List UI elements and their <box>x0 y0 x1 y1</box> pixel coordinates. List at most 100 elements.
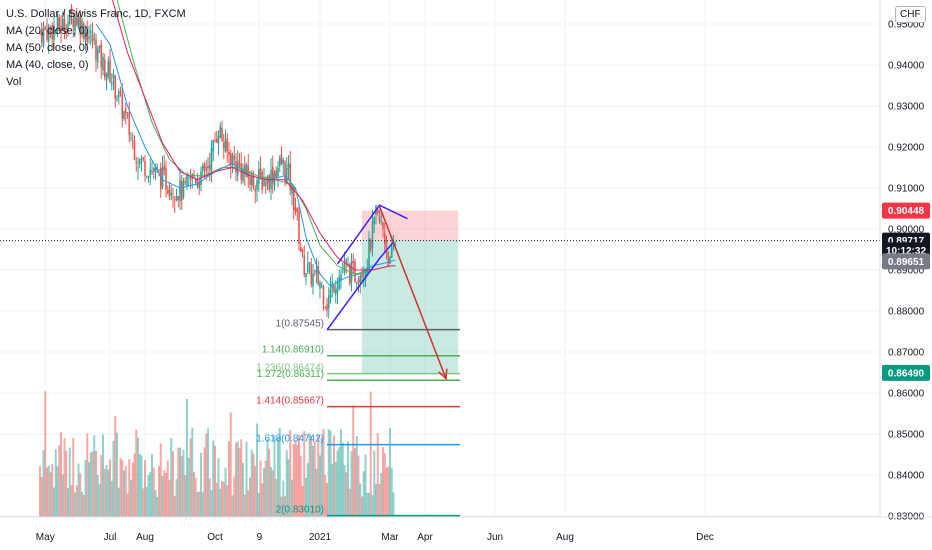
volume-bar <box>110 480 113 517</box>
candle-body <box>180 181 183 201</box>
volume-bar <box>329 430 332 517</box>
volume-bar <box>271 470 274 517</box>
volume-bar <box>131 462 134 517</box>
candle-body <box>189 179 192 180</box>
candle-body <box>47 25 50 42</box>
volume-bar <box>128 459 131 517</box>
volume-bar <box>261 483 264 517</box>
y-tick-label: 0.94000 <box>888 61 925 72</box>
candle-body <box>128 112 131 135</box>
candle-body <box>89 30 92 34</box>
candle-body <box>212 140 215 152</box>
volume-bar <box>149 471 152 517</box>
y-tick-label: 0.90000 <box>888 225 925 236</box>
volume-bar <box>86 433 89 517</box>
candle-body <box>235 161 237 173</box>
volume-bar <box>331 463 334 517</box>
x-tick-label: 2021 <box>309 532 332 543</box>
candle-body <box>320 285 323 287</box>
forecast-arrow <box>378 206 447 379</box>
candle-body <box>394 244 397 246</box>
candle-body <box>348 264 351 284</box>
position-zones <box>362 210 459 373</box>
x-tick-label: Jul <box>104 532 117 543</box>
candle-body <box>261 172 264 190</box>
candle-body <box>51 25 54 40</box>
volume-bar <box>315 468 318 517</box>
fib-level-label: 1.272(0.86311) <box>257 369 324 380</box>
candle-body <box>110 82 113 85</box>
candle-body <box>210 148 213 172</box>
candle-body <box>268 175 271 190</box>
volume-bar <box>142 488 145 517</box>
candle-body <box>131 140 134 141</box>
volume-bar <box>75 485 78 517</box>
volume-bar <box>221 481 223 517</box>
volume-bar <box>208 478 211 517</box>
volume-bar <box>327 429 330 517</box>
volume-bar <box>382 447 384 517</box>
candle-body <box>354 261 356 282</box>
volume-bar <box>250 449 253 517</box>
fib-level-label: 1.236(0.86474) <box>256 363 324 374</box>
candle-body <box>58 17 61 29</box>
candle-body <box>198 180 201 189</box>
volume-bar <box>159 443 162 517</box>
currency-badge[interactable]: CHF <box>895 6 926 23</box>
volume-bar <box>60 432 62 517</box>
candle-body <box>112 73 115 79</box>
volume-bar <box>107 469 110 517</box>
volume-bar <box>180 456 183 517</box>
candle-body <box>187 177 190 179</box>
volume-bar <box>287 459 290 517</box>
legend-ma-50[interactable]: MA (50, close, 0) <box>6 42 89 54</box>
volume-bar <box>259 460 262 517</box>
volume-bar <box>306 463 309 517</box>
volume-bar <box>194 477 197 517</box>
fib-extension: 1(0.87545) 1.14(0.86910) 1.236(0.86474)1.2… <box>256 319 460 517</box>
legend-ma-40[interactable]: MA (40, close, 0) <box>6 59 89 71</box>
candle-body <box>42 27 45 46</box>
candle-body <box>333 285 335 293</box>
volume-bar <box>347 441 349 517</box>
x-tick-label: Mar <box>381 532 399 543</box>
legend-ma-20[interactable]: MA (20, close, 0) <box>6 25 89 37</box>
volume-bar <box>201 492 204 517</box>
volume-bar <box>263 467 265 517</box>
candle-body <box>277 168 279 176</box>
volume-bar <box>361 496 363 517</box>
volume-bar <box>165 472 167 517</box>
forecast-arrow-head <box>438 368 448 381</box>
volume-bar <box>47 465 50 517</box>
volume-bar <box>70 485 73 517</box>
candle-body <box>380 220 383 222</box>
volume-bar <box>376 433 379 517</box>
candle-body <box>303 255 306 275</box>
volume-bar <box>219 488 222 517</box>
candle-body <box>221 128 223 142</box>
candle-body <box>102 56 104 71</box>
volume-bar <box>317 434 320 517</box>
candle-body <box>96 48 99 63</box>
candle-body <box>70 6 73 15</box>
candle-body <box>207 165 209 169</box>
ma-40-line <box>116 0 396 275</box>
fib-level-label: 1.14(0.86910) <box>262 345 324 356</box>
volume-bar <box>133 453 136 517</box>
candle-body <box>390 247 393 259</box>
volume-bar <box>371 495 374 517</box>
legend-vol[interactable]: Vol <box>6 76 22 88</box>
legend-title[interactable]: U.S. Dollar / Swiss Franc, 1D, FXCM <box>6 8 186 20</box>
volume-bar <box>378 483 381 517</box>
candle-body <box>56 16 59 32</box>
volume-bar <box>366 492 369 517</box>
volume-bar <box>152 467 155 517</box>
candle-body <box>219 126 222 138</box>
volume-bar <box>175 479 178 517</box>
candle-body <box>165 167 167 190</box>
volume-bar <box>362 471 365 517</box>
volume-bar <box>303 431 306 517</box>
volume-bar <box>322 428 325 517</box>
candle-body <box>203 164 206 169</box>
